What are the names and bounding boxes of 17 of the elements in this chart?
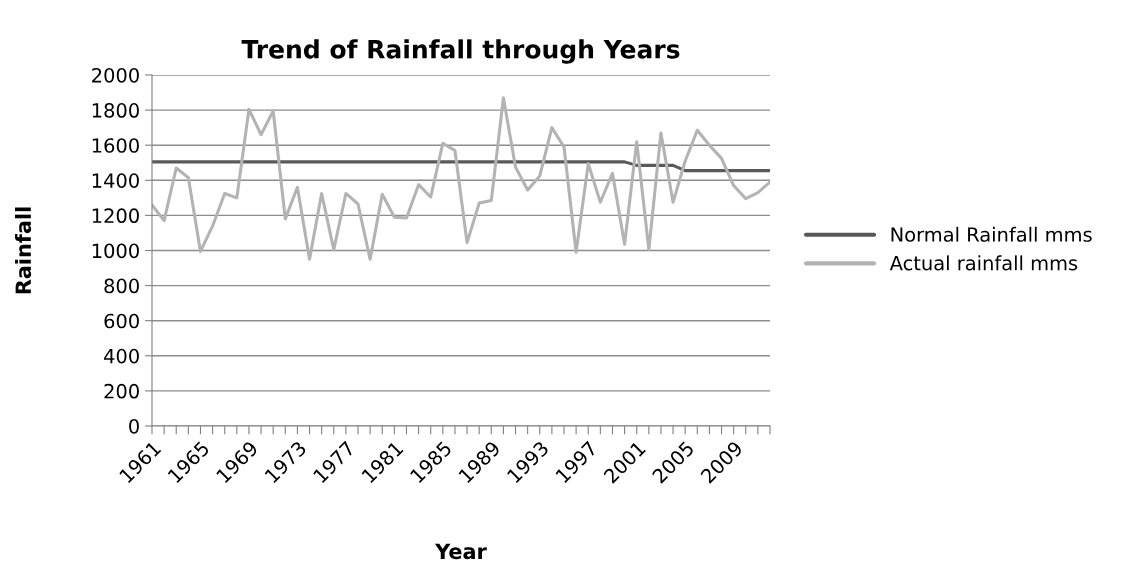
y-tick-label: 1600 xyxy=(92,138,139,153)
y-axis-title: Rainfall xyxy=(14,207,32,294)
legend-label: Actual rainfall mms xyxy=(889,255,1078,271)
y-tick-label: 1400 xyxy=(92,173,139,188)
line-series xyxy=(152,96,770,261)
y-tick-label: 0 xyxy=(129,418,139,434)
legend-label: Normal Rainfall mms xyxy=(891,226,1092,242)
y-tick-label: 1200 xyxy=(92,208,139,224)
y-tick-label: 800 xyxy=(104,278,139,294)
y-tick-label: 1800 xyxy=(92,103,139,118)
chart-title: Trend of Rainfall through Years xyxy=(241,39,680,64)
y-tick-label: 1000 xyxy=(92,243,139,259)
y-tick-label: 2000 xyxy=(92,67,139,83)
y-tick-label: 600 xyxy=(104,313,139,329)
y-tick-label: 200 xyxy=(104,383,139,399)
y-tick-label: 400 xyxy=(104,348,139,364)
x-axis-title: Year xyxy=(434,543,487,560)
